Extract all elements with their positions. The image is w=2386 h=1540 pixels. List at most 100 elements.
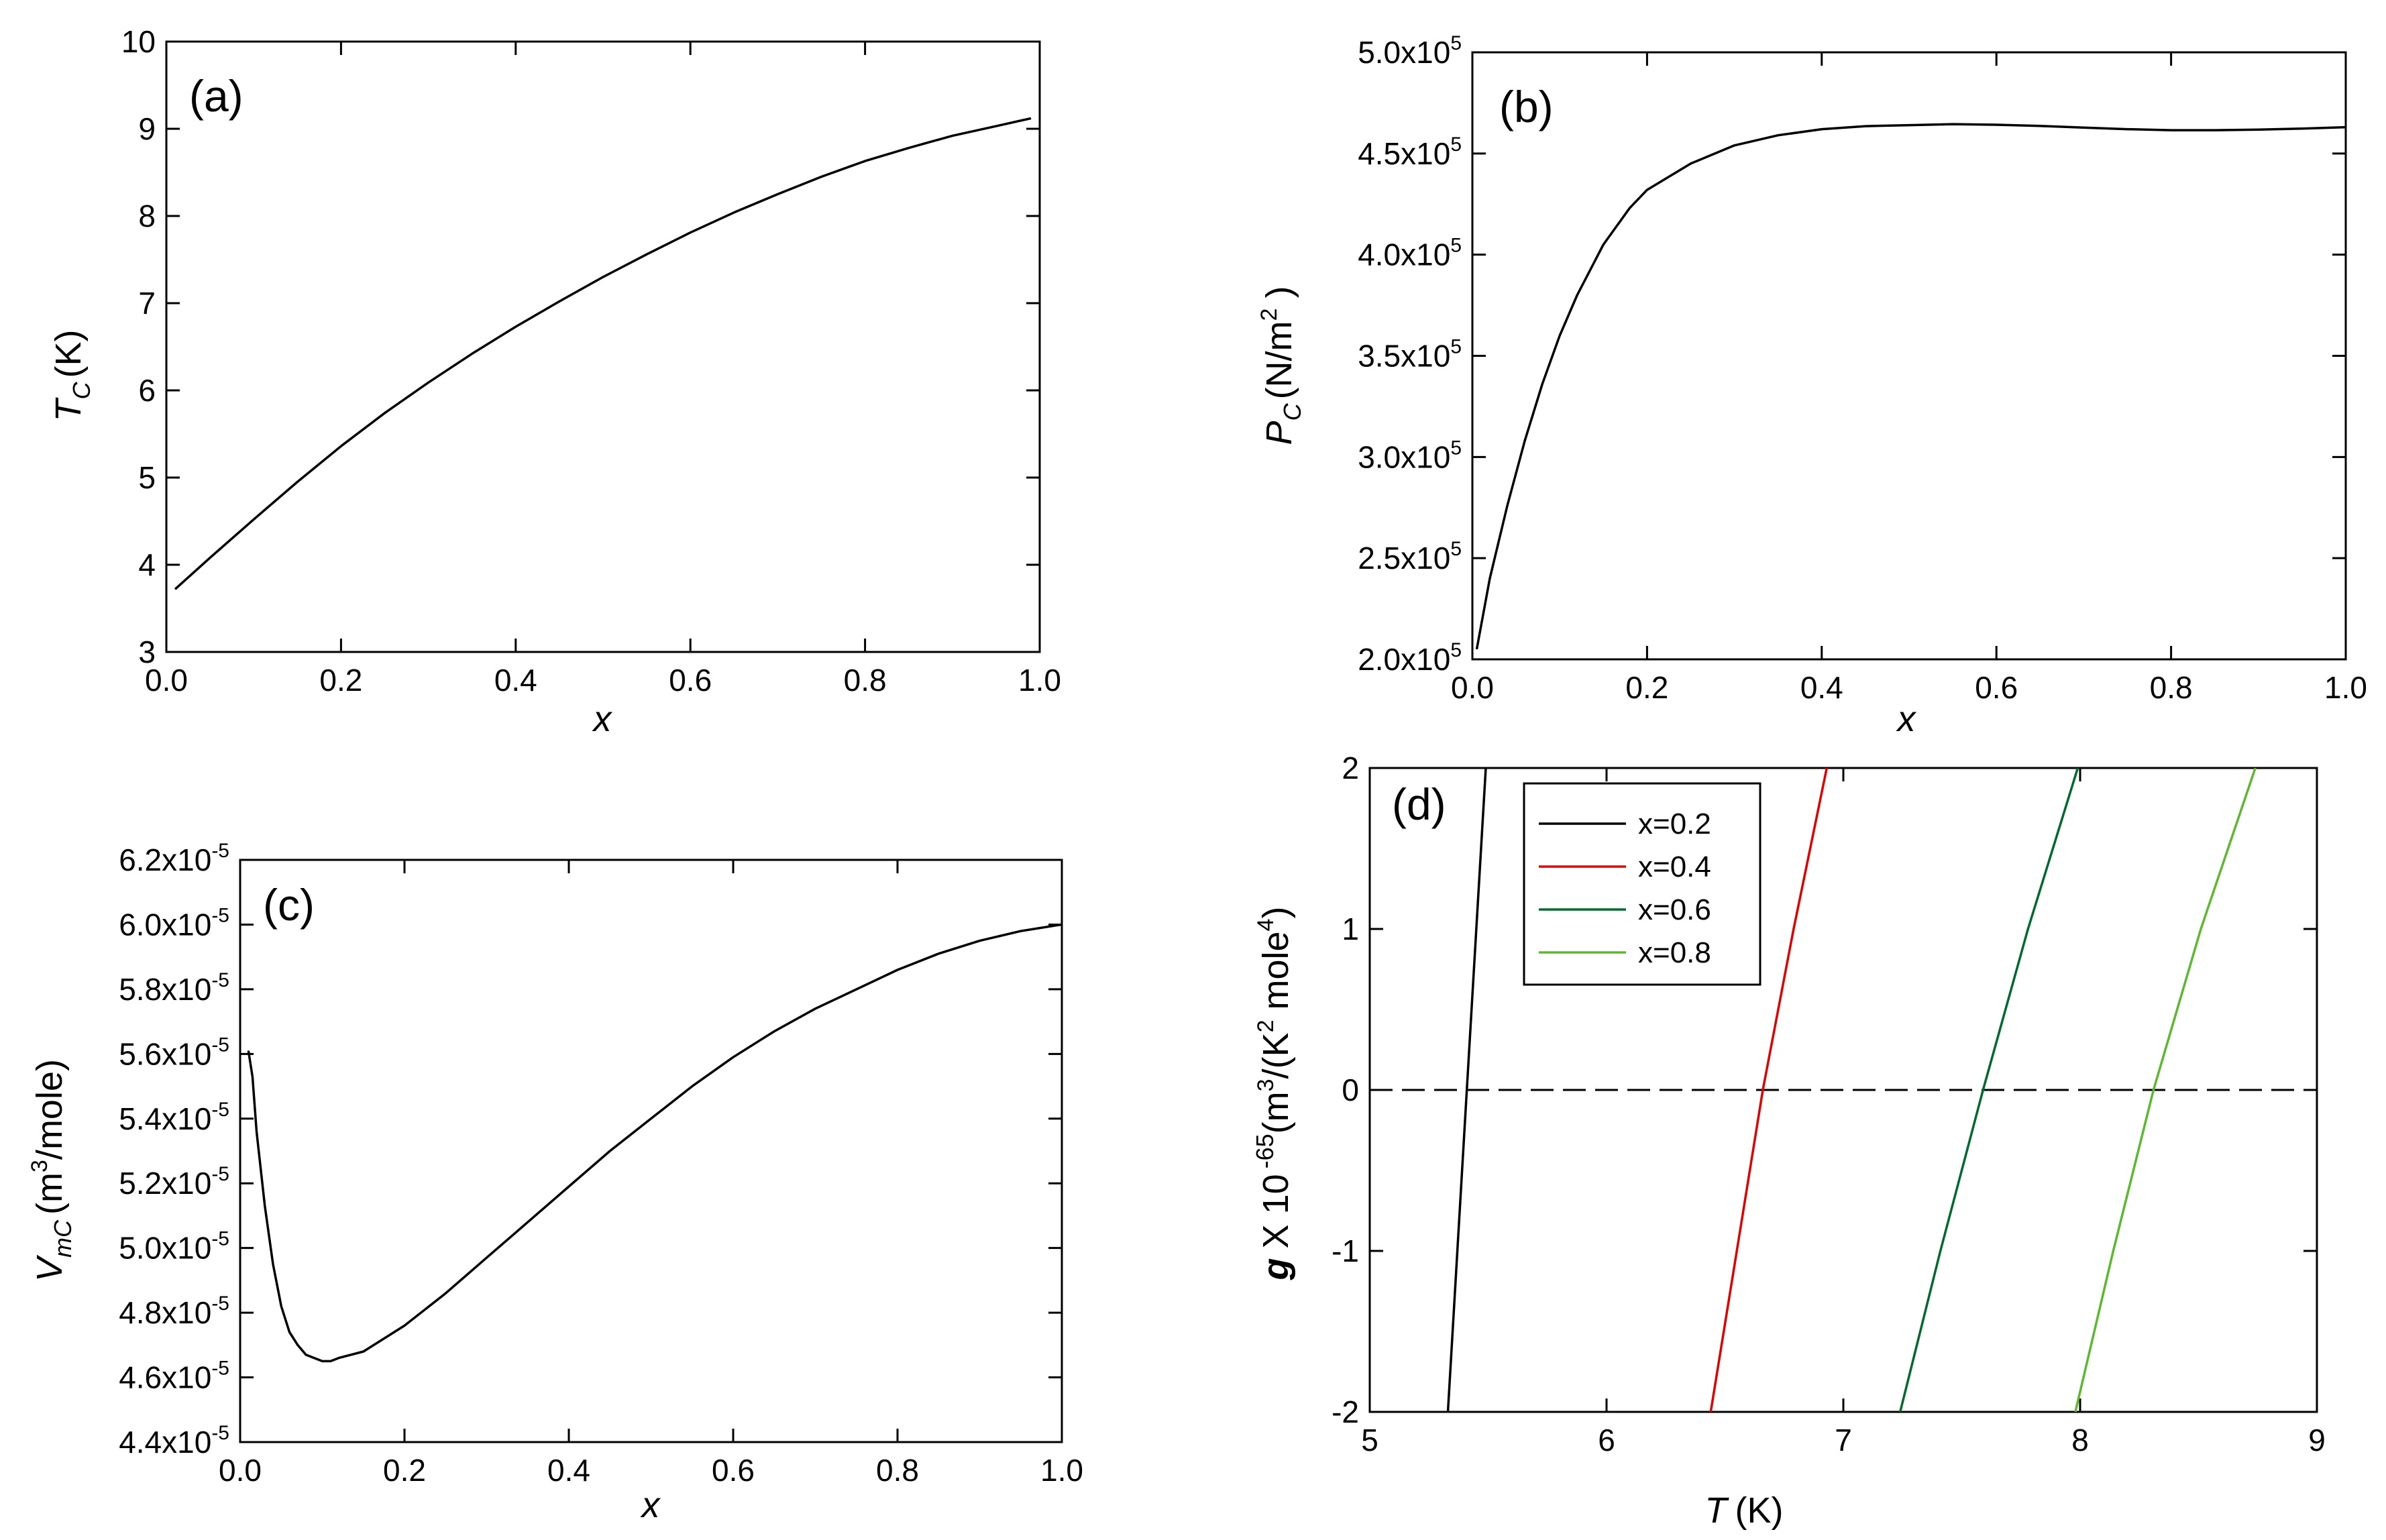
x-tick-label: 0.4 (494, 663, 537, 698)
y-tick-exponent: 5 (1450, 639, 1462, 661)
y-tick-exponent: -5 (211, 1099, 229, 1121)
y-tick-mantissa: 4.8x10 (119, 1295, 211, 1330)
panel-c-frame (239, 859, 1063, 1443)
panel-a-ylabel-unit: (K) (48, 330, 89, 378)
panel-c-xlabel: x (640, 1485, 661, 1525)
y-tick-label: 2.0x105 (1358, 639, 1462, 677)
panel-d-ylabel-g: g (1256, 1258, 1296, 1280)
panel-c-ylabel-end: /mole) (30, 1059, 70, 1160)
panel-b-ylabel-sup: 2 (1256, 309, 1282, 321)
legend-box (1523, 782, 1761, 986)
y-tick-mantissa: 3.5x10 (1358, 339, 1450, 374)
panel-a: (a) x TC (K) 0.0 0.2 0.4 0.6 0.8 1.0 3 4 5 6 7 8 9 10 (48, 24, 1061, 739)
x-tick-label: 9 (2308, 1423, 2326, 1458)
x-tick-label: 1.0 (1040, 1453, 1083, 1488)
y-tick-label: 8 (138, 199, 156, 233)
y-tick-exponent: 5 (1450, 235, 1462, 257)
x-tick-label: 7 (1835, 1423, 1852, 1458)
panel-d-xlabel-unit: (K) (1735, 1490, 1784, 1531)
panel-c-ylabel-unit: (m (30, 1172, 70, 1215)
panel-c: (c) x VmC (m3/mole) 0.0 0.2 0.4 0.6 0.8 1.0 4.4… (27, 840, 1083, 1525)
y-tick-label: 5.2x10-5 (119, 1163, 229, 1201)
legend-label: x=0.8 (1638, 936, 1711, 969)
y-tick-exponent: -5 (211, 904, 229, 926)
y-tick-mantissa: 4.5x10 (1358, 136, 1450, 171)
panel-a-ylabel: TC (K) (48, 330, 95, 422)
y-tick-label: 3.5x105 (1358, 336, 1462, 374)
y-tick-label: 2 (1342, 751, 1359, 785)
y-tick-label: 5.4x10-5 (119, 1099, 229, 1136)
y-tick-label: 6.2x10-5 (119, 840, 229, 877)
panel-c-ylabel-sup: 3 (27, 1160, 52, 1172)
y-tick-mantissa: 5.8x10 (119, 972, 211, 1007)
y-tick-exponent: -5 (211, 1034, 229, 1056)
y-tick-label: 4 (138, 547, 156, 582)
panel-b-label: (b) (1499, 82, 1554, 131)
x-tick-label: 0.2 (319, 663, 362, 698)
y-tick-mantissa: 4.6x10 (119, 1360, 211, 1395)
y-tick-label: 6.0x10-5 (119, 904, 229, 942)
x-tick-label: 0.6 (712, 1453, 755, 1488)
panel-d-xlabel-main: T (1705, 1490, 1730, 1531)
panel-c-ylabel-main: V (30, 1254, 70, 1282)
x-tick-label: 0.8 (2150, 670, 2193, 705)
y-tick-label: 4.5x105 (1358, 133, 1462, 171)
x-tick-label: 0.8 (844, 663, 887, 698)
x-tick-label: 0.2 (383, 1453, 426, 1488)
panel-c-label: (c) (263, 880, 315, 930)
x-tick-label: 1.0 (1018, 663, 1061, 698)
y-tick-mantissa: 6.2x10 (119, 842, 211, 877)
panel-d-ylabel-unit3: mole (1256, 931, 1296, 1020)
series-line-vmc (247, 923, 1062, 1363)
y-tick-exponent: 5 (1450, 32, 1462, 54)
y-tick-label: -2 (1332, 1394, 1359, 1429)
y-tick-exponent: 5 (1450, 538, 1462, 560)
y-tick-label: 9 (138, 111, 156, 146)
y-tick-mantissa: 5.4x10 (119, 1101, 211, 1136)
y-tick-label: 3.0x105 (1358, 437, 1462, 474)
panel-d-ylabel-sup1: 3 (1253, 1079, 1279, 1091)
y-tick-label: 5.6x10-5 (119, 1034, 229, 1071)
x-tick-label: 0.0 (219, 1453, 262, 1488)
panel-b-ylabel-unit: (N/m (1259, 321, 1299, 399)
x-tick-label: 8 (2071, 1423, 2089, 1458)
y-tick-mantissa: 5.2x10 (119, 1166, 211, 1201)
panel-a-xlabel: x (592, 699, 613, 739)
series-line-x-0-8 (2074, 768, 2257, 1412)
y-tick-label: 0 (1342, 1072, 1359, 1107)
panel-d-ylabel-sup2: 2 (1253, 1020, 1279, 1033)
panel-c-ylabel: VmC (m3/mole) (27, 1059, 76, 1282)
x-tick-label: 0.2 (1625, 670, 1668, 705)
x-tick-label: 5 (1361, 1423, 1378, 1458)
panel-b-ylabel-sub: C (1279, 402, 1306, 421)
y-tick-mantissa: 5.0x10 (1358, 35, 1450, 70)
y-tick-label: 10 (121, 24, 156, 59)
y-tick-exponent: -5 (211, 1358, 229, 1380)
x-tick-label: 0.6 (1975, 670, 2018, 705)
y-tick-label: 4.6x10-5 (119, 1358, 229, 1395)
panel-d-xlabel: T (K) (1705, 1490, 1784, 1531)
panel-d-ylabel-unit4: ) (1256, 907, 1296, 919)
y-tick-label: 2.5x105 (1358, 538, 1462, 575)
series-line-pc (1475, 123, 2346, 650)
y-tick-mantissa: 6.0x10 (119, 907, 211, 942)
x-tick-label: 0.0 (1451, 670, 1494, 705)
panel-d-ylabel-unit1: (m (1256, 1091, 1296, 1134)
y-tick-label: 5.0x10-5 (119, 1228, 229, 1266)
panel-d-label: (d) (1392, 779, 1446, 829)
panel-b: (b) x PC (N/m2 ) 0.0 0.2 0.4 0.6 0.8 1.0 2.0x10… (1256, 32, 2367, 739)
y-tick-mantissa: 2.0x10 (1358, 642, 1450, 677)
panel-b-ylabel-main: P (1259, 421, 1299, 445)
y-tick-exponent: 5 (1450, 336, 1462, 358)
panel-b-ylabel: PC (N/m2 ) (1256, 286, 1306, 445)
x-tick-label: 0.0 (145, 663, 188, 698)
series-line-x-0-2 (1446, 768, 1487, 1412)
y-tick-exponent: 5 (1450, 437, 1462, 459)
panel-a-ylabel-main: T (48, 396, 89, 421)
x-tick-label: 6 (1598, 1423, 1615, 1458)
y-tick-exponent: -5 (211, 1228, 229, 1250)
panel-a-ylabel-sub: C (68, 381, 95, 399)
y-tick-exponent: -5 (211, 840, 229, 862)
legend-label: x=0.4 (1638, 850, 1711, 883)
